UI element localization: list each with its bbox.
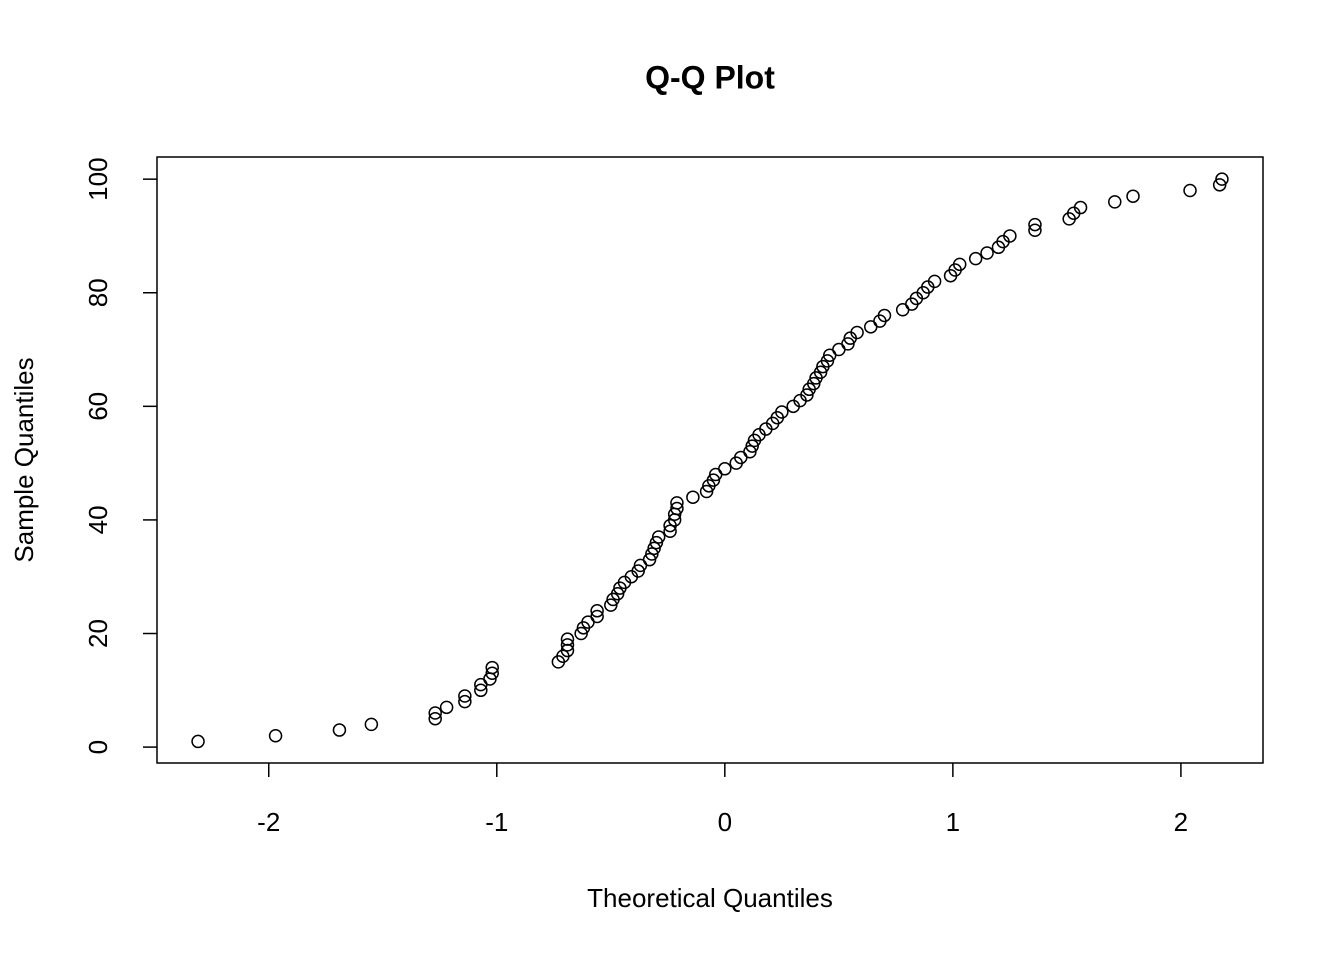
point: [1215, 172, 1229, 186]
plot-frame: [156, 156, 1264, 764]
point: [631, 564, 645, 578]
point: [864, 320, 878, 334]
point: [968, 251, 983, 266]
point: [670, 496, 684, 510]
point: [743, 445, 757, 459]
point: [458, 694, 472, 709]
y-tick-label: 100: [83, 157, 113, 200]
point: [642, 552, 657, 567]
y-axis-label: Sample Quantiles: [9, 357, 39, 562]
point: [439, 700, 454, 715]
point: [428, 711, 442, 726]
point: [1212, 178, 1227, 192]
point: [1183, 183, 1197, 198]
point: [574, 626, 588, 641]
x-axis-label: Theoretical Quantiles: [587, 883, 833, 913]
point: [877, 308, 892, 323]
x-tick-label: -1: [485, 807, 508, 837]
point: [458, 689, 472, 703]
point: [670, 501, 684, 516]
point: [1126, 189, 1140, 203]
point: [927, 274, 942, 289]
point: [268, 728, 283, 743]
chart-title: Q-Q Plot: [645, 59, 775, 95]
point: [645, 547, 659, 561]
point: [590, 609, 604, 624]
point: [775, 405, 789, 419]
point: [952, 257, 967, 272]
point: [1028, 217, 1042, 232]
y-tick-label: 80: [83, 278, 113, 307]
x-tick-label: 0: [718, 807, 732, 837]
y-tick-label: 20: [83, 619, 113, 648]
x-tick-label: -2: [257, 807, 280, 837]
point: [604, 598, 618, 612]
point: [191, 734, 205, 749]
point: [1073, 200, 1088, 215]
point: [820, 354, 835, 368]
point: [485, 666, 499, 681]
point: [832, 342, 846, 357]
y-tick-label: 60: [83, 392, 113, 421]
point: [1028, 223, 1042, 238]
point: [699, 484, 714, 499]
point: [590, 604, 604, 618]
point: [560, 638, 575, 652]
point: [813, 365, 828, 380]
point: [745, 439, 759, 453]
point: [718, 462, 732, 476]
point: [332, 723, 347, 737]
point: [485, 660, 499, 675]
point: [807, 376, 821, 391]
point: [610, 587, 625, 601]
y-tick-label: 40: [83, 505, 113, 534]
point: [428, 706, 442, 720]
point: [651, 530, 666, 544]
point: [474, 683, 488, 698]
point: [686, 490, 700, 504]
point: [649, 535, 664, 550]
x-tick-label: 2: [1174, 807, 1188, 837]
point: [560, 632, 575, 646]
point: [980, 246, 994, 260]
point: [841, 337, 855, 351]
point: [895, 303, 910, 317]
point: [1108, 195, 1122, 209]
point: [364, 717, 379, 732]
point: [706, 473, 721, 487]
point: [800, 388, 814, 402]
point: [647, 541, 661, 556]
point: [850, 325, 864, 340]
point: [663, 524, 677, 539]
x-tick-label: 1: [946, 807, 960, 837]
y-tick-label: 0: [83, 740, 113, 754]
point: [1003, 229, 1017, 243]
